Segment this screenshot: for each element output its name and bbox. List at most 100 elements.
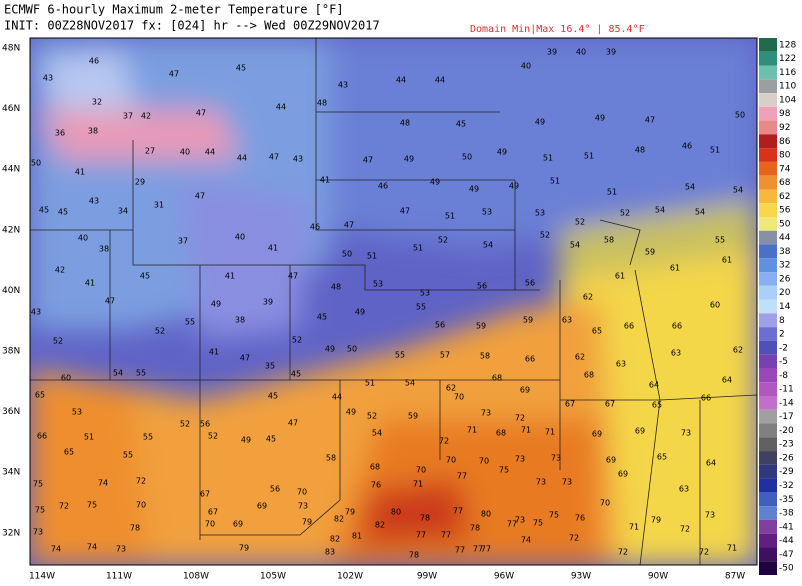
station-value: 73	[681, 429, 691, 438]
colorbar-label: -35	[779, 495, 794, 505]
station-value: 56	[270, 485, 280, 494]
colorbar-label: 26	[779, 274, 791, 284]
stations: 43 46 47 45 43 44 44 40 39 40 39 32 37 42 47 44 48 48 45 49…	[31, 48, 745, 560]
station-value: 73	[562, 478, 572, 487]
station-value: 37	[123, 112, 133, 121]
station-value: 79	[651, 516, 661, 525]
colorbar-label: 50	[779, 219, 791, 229]
station-value: 41	[268, 244, 278, 253]
lat-label: 36N	[2, 407, 20, 417]
station-value: 52	[540, 231, 550, 240]
station-value: 75	[549, 511, 559, 520]
station-value: 65	[592, 327, 602, 336]
station-value: 70	[136, 501, 146, 510]
colorbar-swatch	[759, 327, 777, 341]
station-value: 65	[64, 448, 74, 457]
station-value: 74	[98, 479, 108, 488]
colorbar-swatch	[759, 79, 777, 94]
station-value: 47	[169, 70, 179, 79]
station-value: 38	[235, 316, 245, 325]
colorbar-swatch	[759, 437, 777, 452]
station-value: 46	[682, 142, 692, 151]
domain-range: Domain Min|Max 16.4° | 85.4°F	[470, 24, 645, 35]
station-value: 51	[84, 433, 94, 442]
colorbar-swatch	[759, 106, 777, 121]
station-value: 77	[507, 520, 517, 529]
station-value: 63	[616, 360, 626, 369]
station-value: 67	[565, 400, 575, 409]
station-value: 61	[670, 264, 680, 273]
station-value: 70	[446, 456, 456, 465]
station-value: 54	[113, 369, 123, 378]
lon-label: 90W	[648, 572, 668, 582]
colorbar-swatch	[759, 451, 777, 465]
colorbar-label: -50	[779, 564, 794, 574]
station-value: 41	[85, 279, 95, 288]
station-value: 55	[123, 451, 133, 460]
station-value: 70	[416, 466, 426, 475]
colorbar-swatch	[759, 561, 777, 575]
station-value: 72	[618, 548, 628, 557]
station-value: 75	[87, 501, 97, 510]
colorbar-label: 98	[779, 109, 791, 119]
station-value: 31	[154, 201, 164, 210]
colorbar-label: -5	[779, 357, 788, 367]
colorbar-label: -26	[779, 453, 794, 463]
station-value: 72	[699, 548, 709, 557]
colorbar-label: -29	[779, 467, 794, 477]
station-value: 49	[404, 155, 414, 164]
colorbar-label: 116	[779, 68, 796, 78]
station-value: 47	[195, 192, 205, 201]
map	[30, 38, 757, 565]
colorbar: 128 122 116 110 104 98 92 86 80 74 68 62 56 50 44 38 32 2…	[759, 38, 796, 575]
station-value: 77	[481, 545, 491, 554]
station-value: 51	[367, 252, 377, 261]
station-value: 64	[649, 381, 659, 390]
colorbar-label: 68	[779, 178, 791, 188]
station-value: 52	[292, 336, 302, 345]
station-value: 45	[291, 370, 301, 379]
colorbar-swatch	[759, 409, 777, 424]
station-value: 44	[435, 76, 445, 85]
station-value: 56	[477, 282, 487, 291]
station-value: 49	[509, 182, 519, 191]
station-value: 47	[344, 221, 354, 230]
station-value: 49	[497, 148, 507, 157]
station-value: 66	[525, 355, 535, 364]
station-value: 27	[145, 147, 155, 156]
station-value: 59	[476, 322, 486, 331]
station-value: 78	[470, 524, 480, 533]
station-value: 69	[520, 386, 530, 395]
station-value: 54	[372, 429, 382, 438]
station-value: 51	[413, 244, 423, 253]
lon-label: 96W	[494, 572, 514, 582]
init-line: INIT: 00Z28NOV2017 fx: [024] hr --> Wed …	[4, 19, 380, 33]
station-value: 45	[456, 120, 466, 129]
station-value: 50	[342, 250, 352, 259]
station-value: 52	[438, 236, 448, 245]
colorbar-swatch	[759, 230, 777, 245]
station-value: 56	[525, 279, 535, 288]
station-value: 69	[618, 470, 628, 479]
station-value: 38	[88, 127, 98, 136]
station-value: 43	[293, 155, 303, 164]
lon-label: 99W	[417, 572, 437, 582]
station-value: 49	[241, 436, 251, 445]
station-value: 53	[373, 280, 383, 289]
station-value: 39	[606, 48, 616, 57]
colorbar-swatch	[759, 478, 777, 493]
colorbar-label: -32	[779, 481, 794, 491]
station-value: 41	[75, 168, 85, 177]
station-value: 72	[569, 534, 579, 543]
station-value: 50	[462, 153, 472, 162]
station-value: 75	[33, 480, 43, 489]
station-value: 61	[722, 256, 732, 265]
station-value: 77	[457, 472, 467, 481]
station-value: 44	[237, 154, 247, 163]
colorbar-swatch	[759, 120, 777, 135]
station-value: 32	[92, 98, 102, 107]
lat-label: 42N	[2, 225, 20, 235]
station-value: 60	[710, 301, 720, 310]
colorbar-swatch	[759, 189, 777, 204]
